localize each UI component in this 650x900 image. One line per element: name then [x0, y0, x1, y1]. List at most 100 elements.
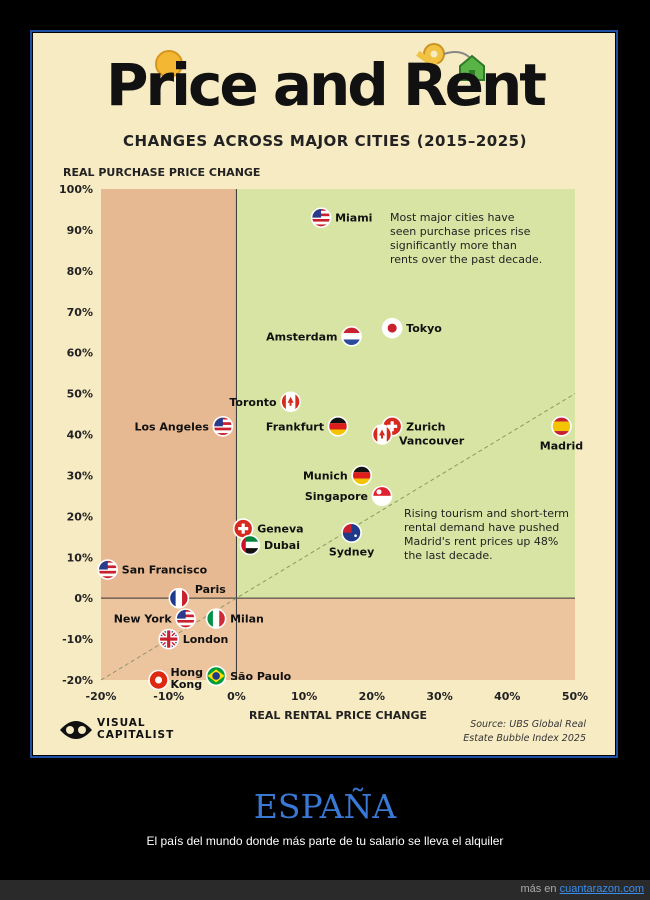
annotation-purchase-vs-rent-line: significantly more than: [390, 239, 517, 252]
flag-rim: [175, 608, 196, 629]
flag-rim: [158, 628, 180, 650]
data-point-frankfurt: Frankfurt: [266, 416, 349, 437]
data-point-singapore: Singapore: [305, 485, 393, 507]
flag-fill: [382, 318, 402, 338]
point-label: Amsterdam: [266, 330, 337, 343]
annotation-madrid-line: Madrid's rent prices up 48%: [404, 535, 558, 548]
data-point-s-o-paulo: São Paulo: [205, 665, 292, 687]
flag-stripe: [98, 576, 118, 580]
coin-icon: [155, 50, 183, 78]
flag-fill: [98, 560, 118, 580]
data-point-san-francisco: San Francisco: [97, 559, 208, 580]
flag-fill: [328, 416, 348, 436]
flag-moon: [376, 489, 382, 495]
flag-fill: [159, 629, 179, 649]
visual-capitalist-logo-icon: [60, 721, 92, 739]
point-label-line: Hong: [171, 666, 203, 679]
flag-rim: [148, 669, 169, 691]
flag-leaf: [379, 429, 386, 439]
data-point-hong-kong: Hong Kong: [148, 666, 203, 691]
point-label: Hong Kong: [171, 666, 203, 691]
flag-canton: [176, 609, 186, 619]
annotation-purchase-vs-rent-line: rents over the past decade.: [390, 253, 542, 266]
flag-part: [182, 588, 189, 608]
flag-stripe: [98, 573, 118, 577]
y-tick-label: 100%: [59, 183, 93, 196]
credit-site-link[interactable]: cuantarazon.com: [559, 883, 644, 895]
point-label: San Francisco: [122, 564, 208, 577]
flag-part: [206, 609, 213, 629]
flag-part: [372, 486, 392, 496]
point-label: Los Angeles: [134, 420, 209, 433]
flag-rim: [327, 416, 349, 437]
flag-part: [159, 637, 179, 641]
flag-part: [212, 609, 220, 629]
flag-rim: [351, 465, 373, 486]
flag-rim: [280, 391, 301, 413]
flag-part: [342, 326, 362, 334]
flag-stripe: [311, 224, 331, 228]
flag-part: [352, 472, 372, 479]
brand-line2: CAPITALIST: [97, 729, 175, 741]
point-label: Dubai: [264, 539, 300, 552]
flag-part: [342, 333, 362, 340]
data-point-new-york: New York: [114, 608, 196, 629]
flag-fill: [551, 416, 571, 436]
flag-stripe: [213, 433, 233, 436]
flag-part: [551, 416, 571, 422]
point-label: Geneva: [257, 523, 303, 536]
x-tick-label: 0%: [227, 690, 246, 703]
x-tick-label: 10%: [291, 690, 317, 703]
point-label: Tokyo: [406, 322, 442, 335]
y-tick-label: 50%: [67, 388, 93, 401]
flag-fill: [233, 519, 253, 539]
data-point-munich: Munich: [303, 465, 373, 486]
flag-sun: [387, 323, 397, 333]
flag-fill: [206, 666, 226, 686]
y-tick-label: 30%: [67, 469, 93, 482]
credit-prefix: más en: [520, 883, 560, 895]
annotation-purchase-vs-rent-line: Most major cities have: [390, 211, 515, 224]
flag-rim: [341, 522, 362, 544]
flag-part: [240, 548, 260, 555]
x-tick-label: 50%: [562, 690, 588, 703]
point-label: Miami: [335, 212, 372, 225]
flag-canton: [98, 560, 108, 570]
flag-fill: [352, 465, 372, 485]
flag-part: [295, 392, 301, 412]
x-tick-label: -20%: [86, 690, 117, 703]
annotation-madrid-line: the last decade.: [404, 549, 493, 562]
x-tick-label: 40%: [494, 690, 520, 703]
meme-heading: ESPAÑA: [253, 787, 397, 826]
y-tick-label: 70%: [67, 306, 93, 319]
point-label: London: [183, 633, 229, 646]
y-tick-label: 90%: [67, 224, 93, 237]
flag-part: [372, 495, 392, 506]
flag-canton: [311, 208, 322, 218]
key-house-icon: [416, 43, 485, 81]
flag-globe: [212, 672, 220, 680]
y-tick-label: 20%: [67, 510, 93, 523]
page-subtitle: CHANGES ACROSS MAJOR CITIES (2015–2025): [123, 132, 527, 150]
data-point-vancouver: Vancouver: [371, 424, 465, 448]
flag-rim: [239, 534, 261, 556]
flag-rim: [205, 665, 227, 687]
flag-rim: [381, 317, 403, 339]
flag-rim: [168, 587, 190, 609]
data-point-paris: Paris: [168, 583, 226, 609]
y-tick-label: 10%: [67, 551, 93, 564]
flag-rim: [97, 559, 119, 580]
data-point-toronto: Toronto: [229, 391, 301, 413]
y-tick-label: -10%: [62, 633, 93, 646]
point-label: Frankfurt: [266, 420, 324, 433]
flag-star: [354, 534, 357, 537]
annotation-madrid-line: rental demand have pushed: [404, 521, 559, 534]
y-tick-label: 0%: [74, 592, 93, 605]
flag-part: [240, 541, 260, 549]
flag-rim: [310, 207, 332, 228]
data-point-sydney: Sydney: [329, 522, 374, 559]
data-point-los-angeles: Los Angeles: [134, 416, 234, 437]
y-tick-label: 80%: [67, 265, 93, 278]
flag-rim: [371, 424, 393, 445]
flag-part: [328, 423, 348, 430]
